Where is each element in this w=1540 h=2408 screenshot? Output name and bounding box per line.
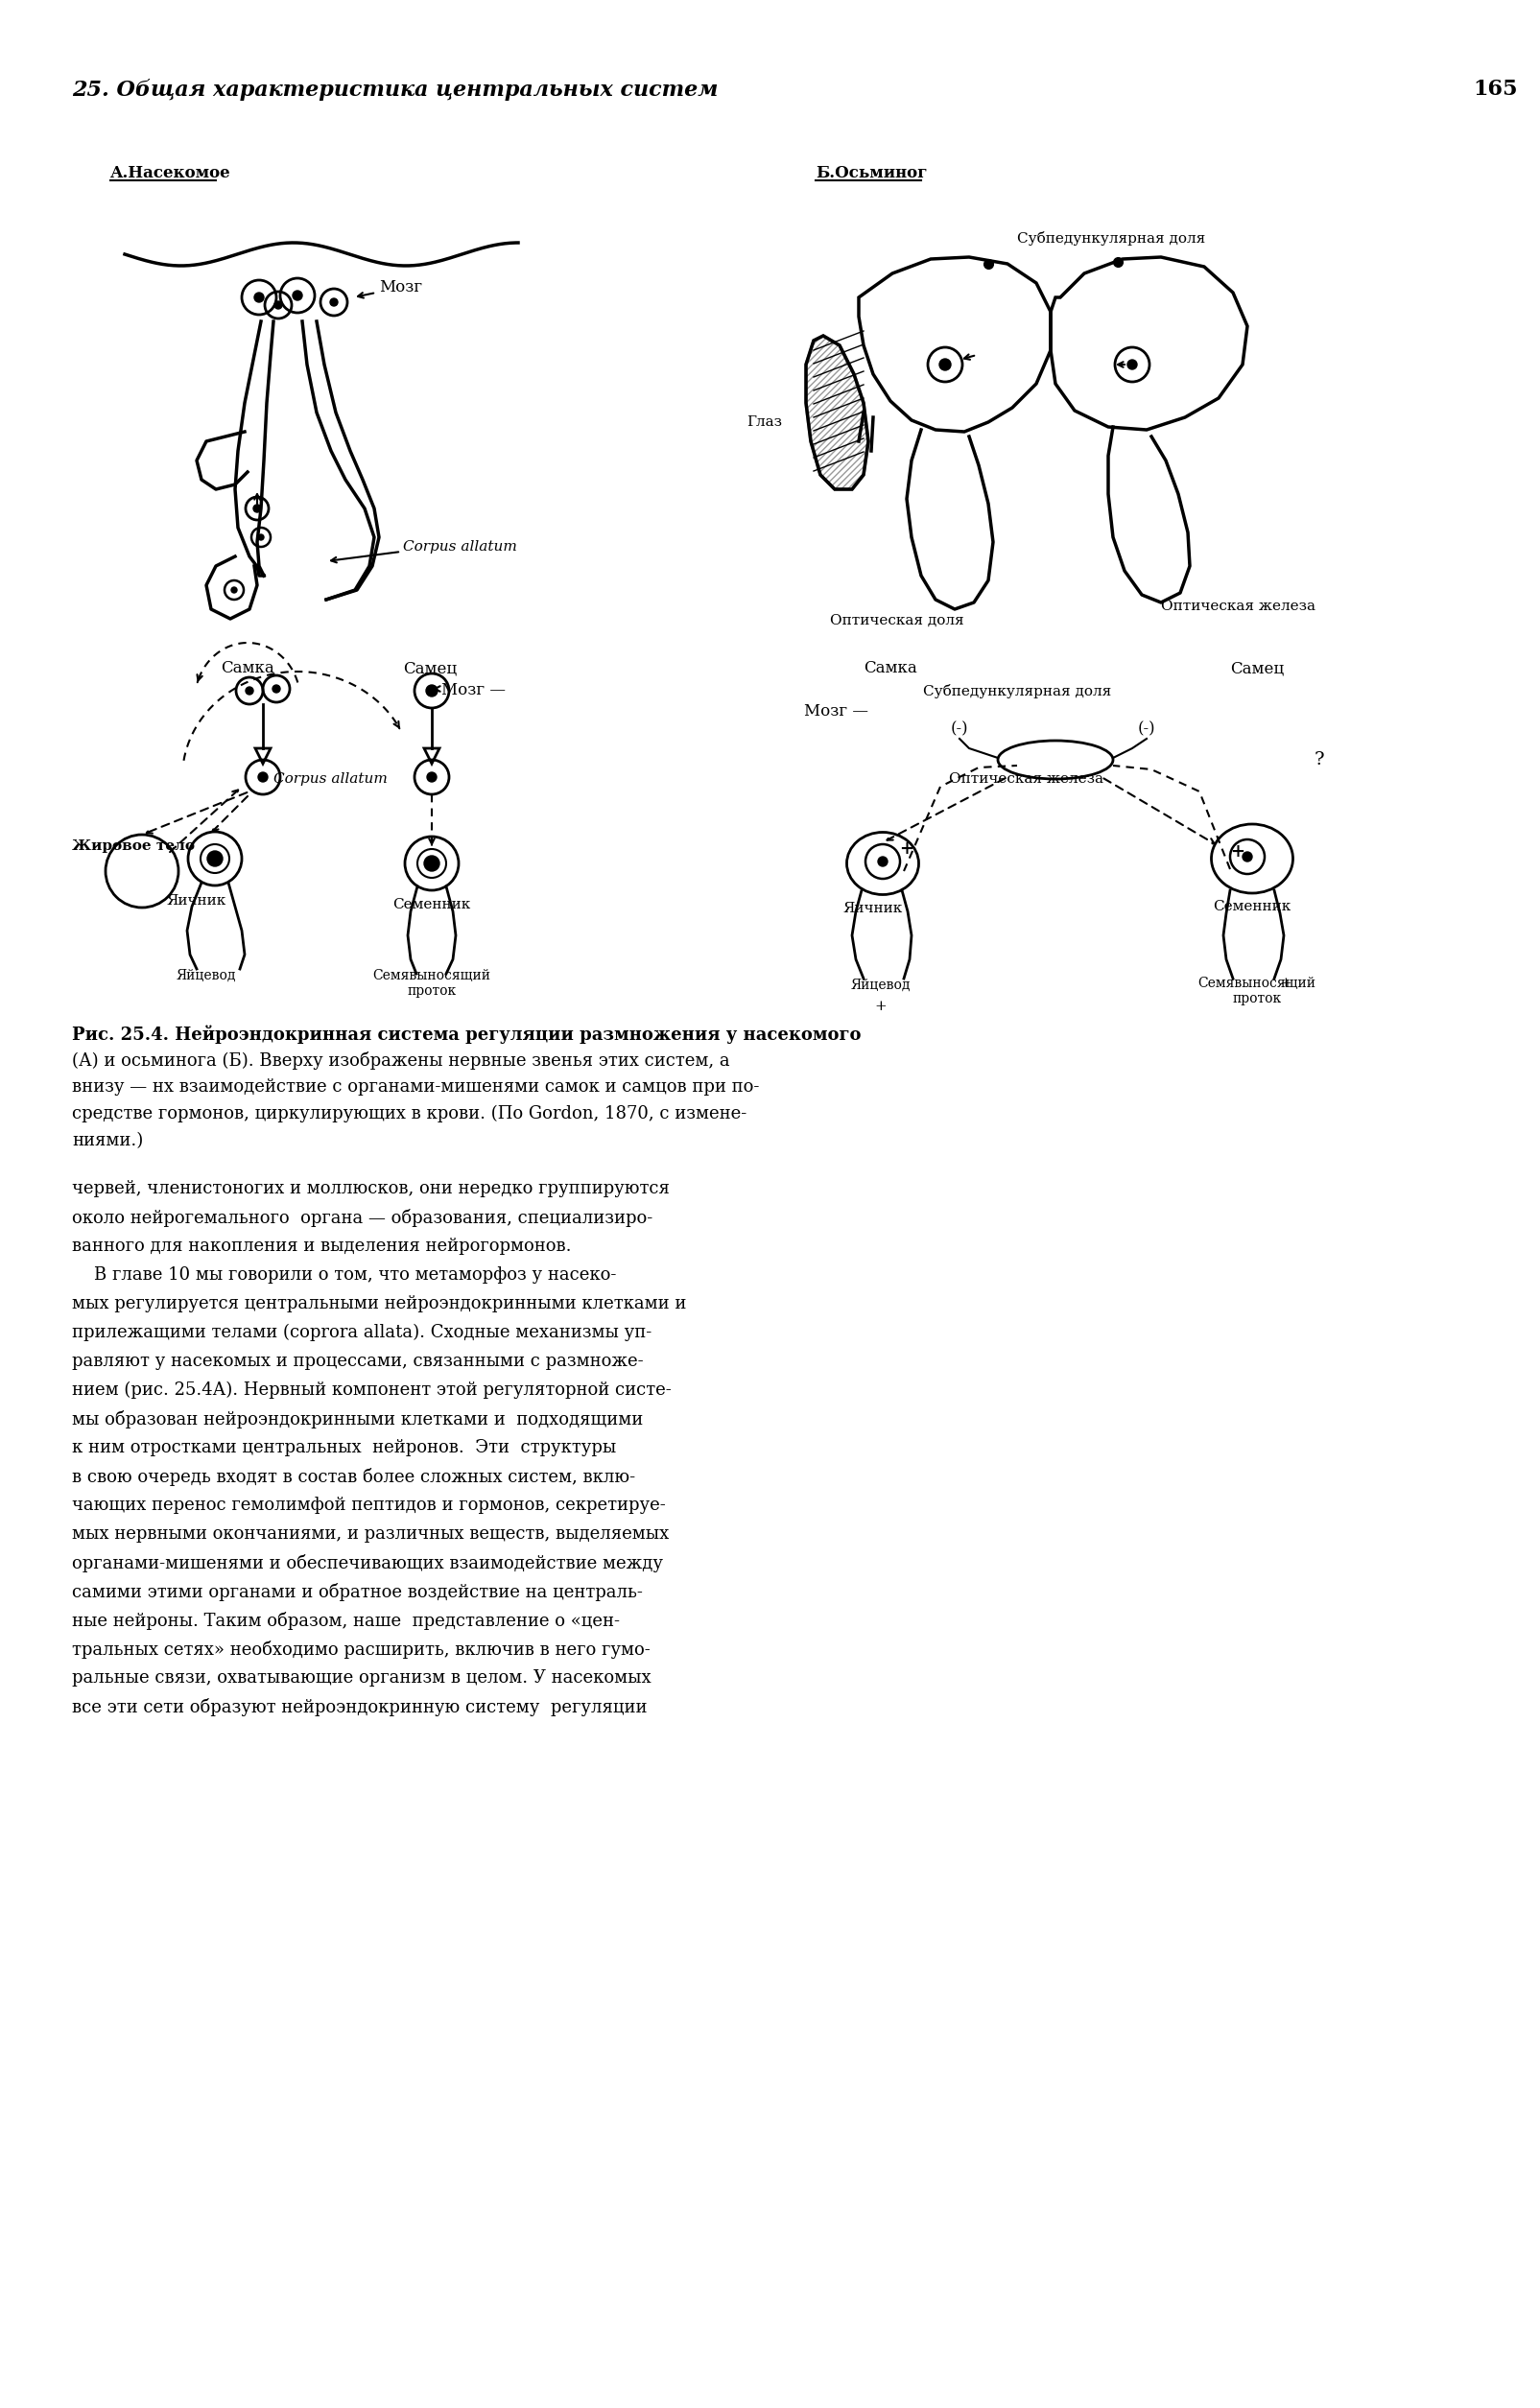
Text: к ним отростками центральных  нейронов.  Эти  структуры: к ним отростками центральных нейронов. Э… (72, 1440, 616, 1457)
Text: Мозг —: Мозг — (440, 681, 505, 698)
Text: Оптическая железа: Оптическая железа (1160, 600, 1315, 614)
Text: (-): (-) (1137, 720, 1155, 737)
Text: ?: ? (1314, 751, 1323, 768)
Text: все эти сети образуют нейроэндокринную систему  регуляции: все эти сети образуют нейроэндокринную с… (72, 1698, 647, 1717)
Text: Глаз: Глаз (745, 417, 781, 429)
Text: ральные связи, охватывающие организм в целом. У насекомых: ральные связи, охватывающие организм в ц… (72, 1669, 651, 1686)
Text: ные нейроны. Таким образом, наше  представление о «цен-: ные нейроны. Таким образом, наше предста… (72, 1611, 619, 1630)
Circle shape (254, 294, 263, 301)
Text: +: + (899, 840, 913, 857)
Text: (А) и осьминога (Б). Вверху изображены нервные звенья этих систем, а: (А) и осьминога (Б). Вверху изображены н… (72, 1052, 730, 1069)
Polygon shape (424, 749, 439, 763)
Text: мых нервными окончаниями, и различных веществ, выделяемых: мых нервными окончаниями, и различных ве… (72, 1524, 668, 1544)
Text: нием (рис. 25.4А). Нервный компонент этой регуляторной систе-: нием (рис. 25.4А). Нервный компонент это… (72, 1382, 671, 1399)
Circle shape (245, 686, 253, 694)
Circle shape (206, 850, 222, 867)
Text: +: + (875, 999, 887, 1014)
Text: мых регулируется центральными нейроэндокринными клетками и: мых регулируется центральными нейроэндок… (72, 1296, 685, 1312)
Circle shape (257, 535, 263, 539)
Text: Семенник: Семенник (393, 898, 470, 910)
Circle shape (274, 301, 282, 308)
Text: прилежащими телами (сорrоrа аllata). Сходные механизмы уп-: прилежащими телами (сорrоrа аllata). Схо… (72, 1324, 651, 1341)
Text: Оптическая железа: Оптическая железа (949, 773, 1103, 785)
Text: равляют у насекомых и процессами, связанными с размноже-: равляют у насекомых и процессами, связан… (72, 1353, 644, 1370)
Circle shape (231, 588, 237, 592)
Text: Б.Осьминог: Б.Осьминог (815, 166, 927, 181)
Text: чающих перенос гемолимфой пептидов и гормонов, секретируе-: чающих перенос гемолимфой пептидов и гор… (72, 1498, 665, 1515)
Text: 165: 165 (1472, 79, 1517, 99)
Text: Семявыносящий
проток: Семявыносящий проток (1197, 978, 1315, 1007)
Text: Мозг —: Мозг — (804, 703, 869, 720)
Polygon shape (805, 335, 869, 489)
Text: 25. Общая характеристика центральных систем: 25. Общая характеристика центральных сис… (72, 79, 718, 101)
Text: Яичник: Яичник (166, 893, 226, 908)
Text: ниями.): ниями.) (72, 1132, 143, 1149)
Text: Яйцевод: Яйцевод (850, 978, 910, 992)
Text: Самец: Самец (402, 660, 456, 677)
Circle shape (257, 773, 268, 783)
Text: Самка: Самка (862, 660, 916, 677)
Text: Оптическая доля: Оптическая доля (830, 614, 964, 628)
Polygon shape (256, 749, 271, 763)
Text: В главе 10 мы говорили о том, что метаморфоз у насеко-: В главе 10 мы говорили о том, что метамо… (72, 1267, 616, 1283)
Text: Corpus allatum: Corpus allatum (273, 773, 387, 785)
Text: +: + (1230, 843, 1244, 860)
Circle shape (253, 506, 260, 513)
Circle shape (427, 773, 436, 783)
Text: Яичник: Яичник (842, 903, 902, 915)
Text: Яйцевод: Яйцевод (176, 968, 236, 982)
Text: (-): (-) (950, 720, 967, 737)
Text: Рис. 25.4. Нейроэндокринная система регуляции размножения у насекомого: Рис. 25.4. Нейроэндокринная система регу… (72, 1023, 861, 1043)
Text: средстве гормонов, циркулирующих в крови. (По Gordon, 1870, с измене-: средстве гормонов, циркулирующих в крови… (72, 1105, 747, 1122)
Text: Самка: Самка (220, 660, 274, 677)
Circle shape (1241, 852, 1252, 862)
Text: Семявыносящий
проток: Семявыносящий проток (373, 968, 490, 997)
Text: внизу — нх взаимодействие с органами-мишенями самок и самцов при по-: внизу — нх взаимодействие с органами-миш… (72, 1079, 759, 1096)
Text: червей, членистоногих и моллюсков, они нередко группируются: червей, членистоногих и моллюсков, они н… (72, 1180, 670, 1197)
Circle shape (293, 291, 302, 301)
Circle shape (425, 684, 437, 696)
Text: в свою очередь входят в состав более сложных систем, вклю-: в свою очередь входят в состав более сло… (72, 1469, 634, 1486)
Circle shape (1127, 359, 1137, 368)
Circle shape (878, 857, 887, 867)
Text: ванного для накопления и выделения нейрогормонов.: ванного для накопления и выделения нейро… (72, 1238, 571, 1255)
Text: Самец: Самец (1229, 660, 1283, 677)
Text: около нейрогемального  органа — образования, специализиро-: около нейрогемального органа — образован… (72, 1209, 653, 1228)
Text: самими этими органами и обратное воздействие на централь-: самими этими органами и обратное воздейс… (72, 1582, 642, 1601)
Text: А.Насекомое: А.Насекомое (111, 166, 231, 181)
Text: Субпедункулярная доля: Субпедункулярная доля (1016, 231, 1204, 246)
Text: тральных сетях» необходимо расширить, включив в него гумо-: тральных сетях» необходимо расширить, вк… (72, 1640, 650, 1659)
Text: органами-мишенями и обеспечивающих взаимодействие между: органами-мишенями и обеспечивающих взаим… (72, 1553, 662, 1572)
Text: Жировое тело: Жировое тело (72, 840, 194, 852)
Text: Субпедункулярная доля: Субпедункулярная доля (922, 684, 1110, 698)
Circle shape (424, 855, 439, 872)
Text: Семенник: Семенник (1212, 901, 1291, 913)
Text: +: + (1278, 978, 1291, 990)
Circle shape (330, 299, 337, 306)
Text: Мозг: Мозг (379, 279, 422, 296)
Text: мы образован нейроэндокринными клетками и  подходящими: мы образован нейроэндокринными клетками … (72, 1411, 642, 1428)
Circle shape (939, 359, 950, 371)
Circle shape (273, 684, 280, 694)
Text: Corpus allatum: Corpus allatum (403, 539, 517, 554)
